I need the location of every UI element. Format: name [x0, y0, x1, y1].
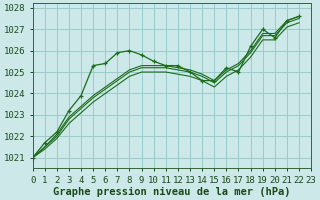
- X-axis label: Graphe pression niveau de la mer (hPa): Graphe pression niveau de la mer (hPa): [53, 186, 291, 197]
